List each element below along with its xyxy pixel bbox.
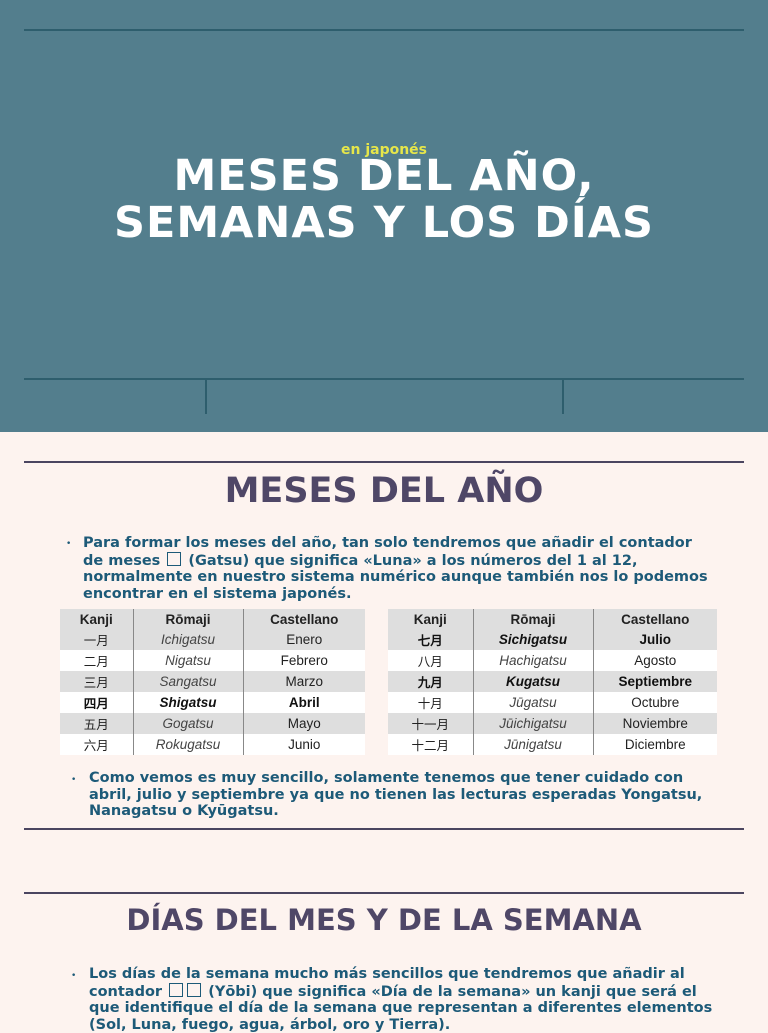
kanji-cell: 二月 bbox=[60, 650, 134, 671]
castellano-cell: Julio bbox=[593, 629, 717, 650]
kanji-glyph-placeholder bbox=[167, 551, 182, 566]
table-row: 五月 Gogatsu Mayo bbox=[60, 713, 365, 734]
kanji-cell: 八月 bbox=[388, 650, 474, 671]
romaji-cell: Sangatsu bbox=[133, 671, 244, 692]
romaji-cell: Jūichigatsu bbox=[473, 713, 594, 734]
section2-title: DÍAS DEL MES Y DE LA SEMANA bbox=[126, 903, 642, 937]
kanji-cell: 五月 bbox=[60, 713, 134, 734]
section1-note: Como vemos es muy sencillo, solamente te… bbox=[89, 770, 703, 819]
table-header-cell: Kanji bbox=[388, 609, 474, 629]
romaji-cell: Sichigatsu bbox=[473, 629, 594, 650]
kanji-glyph-placeholder bbox=[169, 982, 184, 997]
table-header-cell: Castellano bbox=[593, 609, 717, 629]
section1-intro-after: (Gatsu) que significa «Luna» a los númer… bbox=[83, 552, 708, 602]
romaji-cell: Jūnigatsu bbox=[473, 734, 594, 755]
kanji-cell: 十一月 bbox=[388, 713, 474, 734]
castellano-cell: Febrero bbox=[243, 650, 365, 671]
romaji-cell: Kugatsu bbox=[473, 671, 594, 692]
table-header-cell: Castellano bbox=[243, 609, 365, 629]
section1-intro-before: Para formar los meses del año, tan solo … bbox=[83, 535, 692, 569]
romaji-cell: Hachigatsu bbox=[473, 650, 594, 671]
castellano-cell: Diciembre bbox=[593, 734, 717, 755]
bullet-dot: • bbox=[66, 539, 72, 549]
table-row: 十月 Jūgatsu Octubre bbox=[388, 692, 717, 713]
kanji-cell: 十月 bbox=[388, 692, 474, 713]
table-header-cell: Rōmaji bbox=[473, 609, 594, 629]
castellano-cell: Agosto bbox=[593, 650, 717, 671]
table-row: 十二月 Jūnigatsu Diciembre bbox=[388, 734, 717, 755]
table-row: 一月 Ichigatsu Enero bbox=[60, 629, 365, 650]
kanji-cell: 十二月 bbox=[388, 734, 474, 755]
section2-top-rule bbox=[24, 892, 744, 894]
section2-intro-before: Los días de la semana mucho más sencillo… bbox=[89, 966, 685, 1000]
kanji-cell: 六月 bbox=[60, 734, 134, 755]
kanji-cell: 七月 bbox=[388, 629, 474, 650]
kanji-glyph-placeholder bbox=[187, 982, 202, 997]
hero-title-line-1: MESES DEL AÑO, bbox=[173, 151, 595, 201]
bullet-dot: • bbox=[71, 775, 77, 785]
table-header-cell: Kanji bbox=[60, 609, 134, 629]
romaji-cell: Rokugatsu bbox=[133, 734, 244, 755]
romaji-cell: Shigatsu bbox=[133, 692, 244, 713]
hero-title-line-2: SEMANAS Y LOS DÍAS bbox=[113, 198, 655, 248]
romaji-cell: Jūgatsu bbox=[473, 692, 594, 713]
romaji-cell: Ichigatsu bbox=[133, 629, 244, 650]
divider-tick-left bbox=[205, 379, 207, 414]
castellano-cell: Mayo bbox=[243, 713, 365, 734]
kanji-cell: 九月 bbox=[388, 671, 474, 692]
table-header-cell: Rōmaji bbox=[133, 609, 244, 629]
months-table-left: Kanji Rōmaji Castellano 一月 Ichigatsu Enero 二月… bbox=[60, 609, 365, 755]
top-divider bbox=[24, 29, 744, 31]
castellano-cell: Junio bbox=[243, 734, 365, 755]
title-slide: en japonés MESES DEL AÑO, SEMANAS Y LOS … bbox=[0, 0, 768, 432]
table-row: 十一月 Jūichigatsu Noviembre bbox=[388, 713, 717, 734]
table-row: 四月 Shigatsu Abril bbox=[60, 692, 365, 713]
bullet-dot: • bbox=[71, 971, 77, 981]
table-header-row: Kanji Rōmaji Castellano bbox=[60, 609, 365, 629]
bottom-divider bbox=[24, 378, 744, 380]
castellano-cell: Octubre bbox=[593, 692, 717, 713]
kanji-cell: 一月 bbox=[60, 629, 134, 650]
castellano-cell: Septiembre bbox=[593, 671, 717, 692]
castellano-cell: Abril bbox=[243, 692, 365, 713]
section1-top-rule bbox=[24, 461, 744, 463]
castellano-cell: Noviembre bbox=[593, 713, 717, 734]
section2-intro: Los días de la semana mucho más sencillo… bbox=[89, 966, 719, 1033]
table-row: 七月 Sichigatsu Julio bbox=[388, 629, 717, 650]
romaji-cell: Gogatsu bbox=[133, 713, 244, 734]
divider-tick-right bbox=[562, 379, 564, 414]
castellano-cell: Marzo bbox=[243, 671, 365, 692]
table-row: 六月 Rokugatsu Junio bbox=[60, 734, 365, 755]
table-row: 二月 Nigatsu Febrero bbox=[60, 650, 365, 671]
table-row: 九月 Kugatsu Septiembre bbox=[388, 671, 717, 692]
table-header-row: Kanji Rōmaji Castellano bbox=[388, 609, 717, 629]
hero-subtitle: en japonés bbox=[340, 142, 428, 158]
romaji-cell: Nigatsu bbox=[133, 650, 244, 671]
section1-bottom-rule bbox=[24, 828, 744, 830]
castellano-cell: Enero bbox=[243, 629, 365, 650]
hero-title: MESES DEL AÑO, SEMANAS Y LOS DÍAS bbox=[0, 153, 768, 247]
section1-intro: Para formar los meses del año, tan solo … bbox=[83, 535, 713, 602]
table-row: 三月 Sangatsu Marzo bbox=[60, 671, 365, 692]
table-row: 八月 Hachigatsu Agosto bbox=[388, 650, 717, 671]
months-table-right: Kanji Rōmaji Castellano 七月 Sichigatsu Julio 八… bbox=[388, 609, 717, 755]
section1-title: MESES DEL AÑO bbox=[224, 471, 544, 511]
kanji-cell: 四月 bbox=[60, 692, 134, 713]
kanji-cell: 三月 bbox=[60, 671, 134, 692]
